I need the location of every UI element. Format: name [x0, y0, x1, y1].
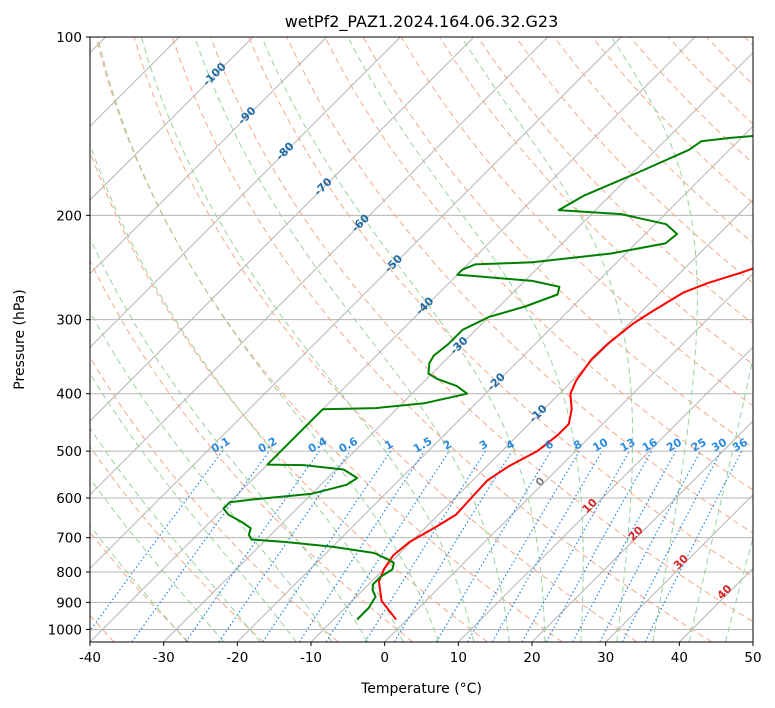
mixing-ratio-line: [325, 450, 450, 642]
dry-adiabat-line: [90, 259, 414, 642]
isotherm-line: [90, 37, 254, 201]
dry-adiabat-lines: [90, 37, 753, 642]
mixing-ratio-line: [545, 450, 653, 642]
dry-adiabat-line: [90, 356, 339, 642]
moist-adiabat-line: [90, 427, 261, 642]
axes-ticks: -40 -30 -20 -10 0 10 20 30 40 50 100 200 300 400 500 60…: [48, 30, 762, 666]
dry-adiabat-line: [133, 37, 638, 642]
mixing-ratio-line: [185, 450, 320, 642]
y-tick-label: 900: [56, 595, 82, 611]
moist-adiabat-line: [90, 524, 188, 642]
dry-adiabat-line: [171, 37, 712, 642]
x-tick-label: -40: [79, 650, 101, 666]
dry-adiabat-line: [286, 37, 753, 534]
x-tick-label: 0: [380, 650, 389, 666]
mixing-ratio-line: [218, 450, 351, 642]
mixing-ratio-line: [521, 450, 631, 642]
mixing-ratio-line: [644, 450, 743, 642]
x-tick-label: 30: [597, 650, 614, 666]
isotherm-line: [90, 37, 401, 349]
y-tick-label: 300: [56, 313, 82, 329]
isotherm-line: [384, 272, 753, 642]
moist-adiabat-line: [688, 355, 753, 642]
mixing-ratio-line: [90, 450, 223, 632]
isotherm-line: [605, 493, 753, 642]
moist-adiabat-line: [90, 236, 369, 642]
isotherm-line: [90, 37, 328, 275]
y-tick-label: 1000: [48, 622, 82, 638]
moist-adiabat-line: [261, 37, 546, 642]
dry-adiabat-line: [324, 37, 753, 491]
chart-title: wetPf2_PAZ1.2024.164.06.32.G23: [285, 12, 559, 32]
dry-adiabat-line: [515, 37, 753, 284]
moist-adiabat-line: [725, 536, 753, 642]
moist-adiabat-line: [140, 37, 475, 642]
moist-adiabat-line: [90, 372, 297, 642]
dewpoint-profile-line: [222, 135, 753, 621]
isotherm-line: [90, 37, 696, 642]
dry-adiabat-line: [90, 445, 264, 642]
moist-adiabat-line: [461, 37, 634, 642]
mixing-ratio-lines: [90, 450, 743, 642]
isotherm-line: [531, 420, 753, 642]
mixing-ratio-line: [298, 450, 425, 642]
x-tick-label: -30: [153, 650, 175, 666]
profile-series: [222, 135, 753, 621]
x-tick-label: 20: [523, 650, 540, 666]
plot-frame: [89, 36, 754, 643]
x-tick-label: -10: [300, 650, 322, 666]
mixing-ratio-line: [131, 450, 270, 642]
y-tick-label: 500: [56, 444, 82, 460]
isotherm-line: [90, 37, 475, 422]
moist-adiabat-line: [194, 37, 510, 642]
x-axis-label: Temperature (°C): [360, 681, 482, 697]
isobar-lines: [90, 37, 753, 630]
isotherm-line: [90, 37, 622, 570]
moist-adiabat-line: [90, 477, 225, 642]
y-tick-label: 100: [56, 30, 82, 46]
y-tick-label: 800: [56, 565, 82, 581]
moist-adiabat-line: [90, 310, 333, 642]
x-tick-label: -20: [226, 650, 248, 666]
x-tick-label: 50: [744, 650, 761, 666]
y-tick-label: 400: [56, 387, 82, 403]
mixing-ratio-line: [262, 450, 392, 642]
y-axis-label: Pressure (hPa): [12, 289, 28, 389]
dry-adiabat-line: [248, 37, 753, 578]
y-tick-label: 200: [56, 208, 82, 224]
x-tick-label: 40: [671, 650, 688, 666]
moist-adiabat-line: [347, 37, 584, 642]
moist-adiabat-line: [90, 142, 404, 642]
moist-adiabat-line: [610, 37, 698, 642]
y-tick-label: 700: [56, 531, 82, 547]
x-tick-label: 10: [450, 650, 467, 666]
mixing-ratio-line: [572, 450, 677, 642]
mixing-ratio-line: [393, 450, 513, 642]
isotherm-line: [90, 37, 549, 496]
moist-adiabat-lines: [90, 37, 753, 642]
y-tick-label: 600: [56, 491, 82, 507]
moist-adiabat-line: [97, 37, 439, 642]
isotherm-line: [457, 346, 753, 642]
dry-adiabat-line: [210, 37, 753, 623]
temperature-profile-line: [377, 267, 753, 621]
